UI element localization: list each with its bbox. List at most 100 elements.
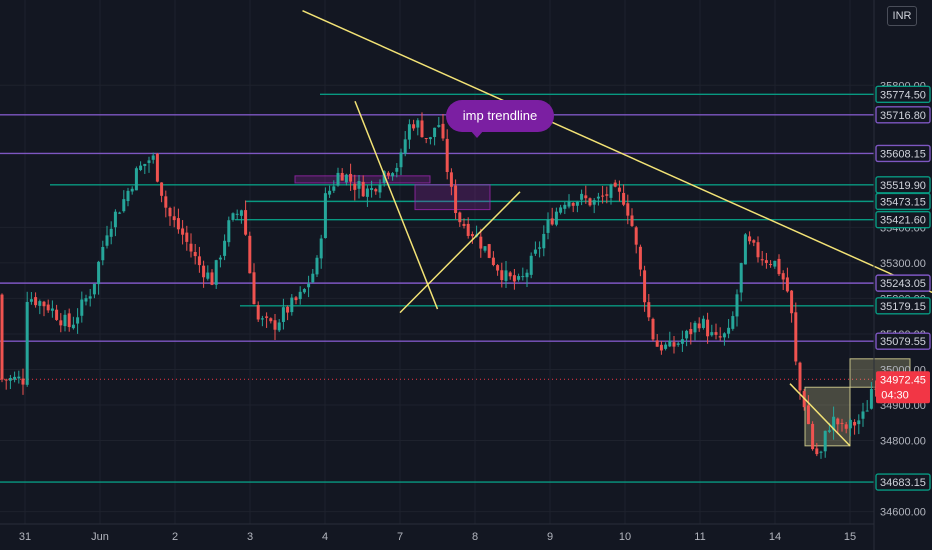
candle-body xyxy=(575,201,579,206)
candle-body xyxy=(21,378,25,385)
candle-body xyxy=(160,182,164,196)
trendline-annotation[interactable]: imp trendline xyxy=(446,100,554,132)
candle-body xyxy=(827,430,831,432)
candle-body xyxy=(298,291,302,300)
candle-body xyxy=(630,215,634,226)
candle-body xyxy=(189,243,193,252)
trendline xyxy=(354,100,439,310)
x-tick-label: 31 xyxy=(19,531,31,543)
candle-body xyxy=(685,330,689,339)
candle-body xyxy=(626,203,630,216)
candle-body xyxy=(143,163,147,166)
candle-body xyxy=(286,306,290,313)
candle-body xyxy=(277,322,281,331)
candle-body xyxy=(235,213,239,215)
price-tag-label: 35179.15 xyxy=(880,301,926,313)
candle-body xyxy=(80,299,84,316)
candle-body xyxy=(281,307,285,322)
candle-body xyxy=(559,207,563,213)
candle-body xyxy=(853,421,857,426)
candle-body xyxy=(273,320,277,330)
last-price-value: 34972.45 xyxy=(880,374,926,386)
candle-body xyxy=(861,411,865,419)
candle-body xyxy=(508,272,512,277)
trendlines xyxy=(302,9,932,447)
candle-body xyxy=(227,220,231,243)
price-tag-box xyxy=(875,144,931,163)
candle-body xyxy=(349,173,353,182)
x-tick-label: 2 xyxy=(172,531,178,543)
price-tag-label: 35774.50 xyxy=(880,89,926,101)
candle-body xyxy=(29,299,33,302)
candle-body xyxy=(311,273,315,283)
candle-body xyxy=(197,256,201,266)
candle-body xyxy=(416,120,420,128)
candle-body xyxy=(218,257,222,260)
price-tag-label: 35421.60 xyxy=(880,215,926,227)
candle-body xyxy=(777,258,781,275)
candle-body xyxy=(714,332,718,335)
candle-body xyxy=(848,419,852,429)
x-tick-label: 10 xyxy=(619,531,631,543)
candle-body xyxy=(735,294,739,317)
candle-body xyxy=(172,216,176,221)
level-price-tag: 35608.15 xyxy=(875,144,931,163)
candle-body xyxy=(239,210,243,216)
y-tick-label: 34600.00 xyxy=(880,507,926,519)
candle-body xyxy=(445,138,449,172)
candle-body xyxy=(420,120,424,138)
level-price-tag: 35519.90 xyxy=(875,176,931,194)
candle-body xyxy=(382,171,386,183)
x-tick-label: 15 xyxy=(844,531,856,543)
candle-body xyxy=(307,283,311,288)
candle-body xyxy=(710,332,714,336)
candle-body xyxy=(407,124,411,140)
candle-body xyxy=(164,196,168,208)
candle-body xyxy=(340,172,344,181)
candle-body xyxy=(147,160,151,163)
candle-body xyxy=(395,167,399,172)
x-axis: 31 Jun 2 3 4 7 8 9 10 11 14 15 xyxy=(0,523,874,543)
candle-body xyxy=(718,336,722,338)
candle-body xyxy=(214,260,218,285)
candle-body xyxy=(869,389,873,409)
candle-body xyxy=(71,324,75,329)
candle-body xyxy=(46,304,50,311)
candle-body xyxy=(785,277,789,292)
candle-body xyxy=(424,137,428,139)
x-tick-label: 14 xyxy=(769,531,781,543)
candle-body xyxy=(764,260,768,263)
candle-body xyxy=(428,137,432,140)
candle-body xyxy=(706,319,710,337)
candle-body xyxy=(134,168,138,191)
candle-body xyxy=(260,318,264,320)
candle-body xyxy=(76,317,80,324)
candle-body xyxy=(449,172,453,187)
last-price-tag: 34972.45 04:30 xyxy=(876,371,930,404)
candle-body xyxy=(290,297,294,313)
annotation-tail xyxy=(470,130,484,138)
candle-body xyxy=(328,190,332,195)
candle-body xyxy=(353,183,357,190)
price-tags: 35774.50 35716.80 35608.15 35519.90 35473.15… xyxy=(875,85,931,491)
x-tick-label: 8 xyxy=(472,531,478,543)
currency-badge[interactable]: INR xyxy=(887,6,917,26)
candle-body xyxy=(722,333,726,338)
candle-body xyxy=(357,181,361,189)
candle-body xyxy=(538,247,542,249)
chart-grid xyxy=(0,0,874,524)
candle-body xyxy=(176,218,180,230)
candle-body xyxy=(365,188,369,197)
candle-body xyxy=(567,201,571,207)
price-tag-box xyxy=(875,106,931,124)
candle-body xyxy=(806,405,810,425)
candle-body xyxy=(563,204,567,209)
level-price-tag: 35243.05 xyxy=(875,274,931,292)
level-price-tag: 35179.15 xyxy=(875,297,931,315)
candle-body xyxy=(857,420,861,425)
candle-body xyxy=(609,184,613,198)
candle-body xyxy=(433,127,437,137)
candles xyxy=(0,112,882,459)
candle-body xyxy=(571,202,575,206)
